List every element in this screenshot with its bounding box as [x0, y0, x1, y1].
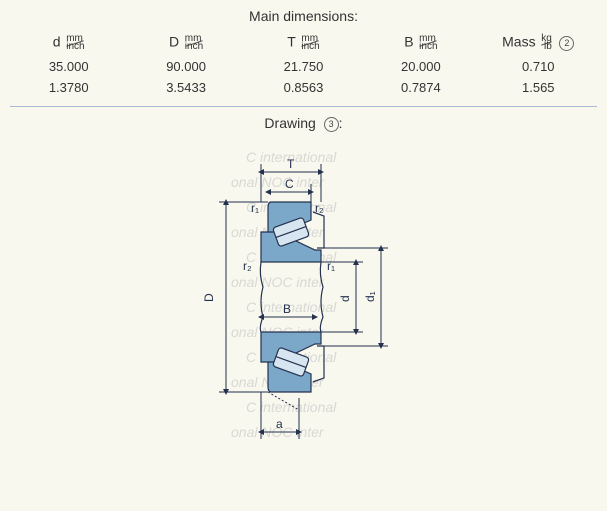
svg-text:T: T	[287, 157, 295, 171]
cell-d-mm: 35.000	[10, 56, 127, 77]
cell-B-inch: 0.7874	[362, 77, 479, 98]
section-divider	[10, 106, 597, 107]
footnote-3-icon: 3	[324, 117, 339, 132]
drawing-title: Drawing 3:	[10, 113, 597, 138]
cell-d-inch: 1.3780	[10, 77, 127, 98]
svg-text:onal NOC inter: onal NOC inter	[231, 274, 325, 290]
col-header-D: D mminch	[127, 30, 244, 56]
svg-text:d: d	[338, 295, 352, 302]
cell-D-mm: 90.000	[127, 56, 244, 77]
drawing-container: C international onal NOC inter C interna…	[10, 138, 597, 457]
svg-text:d₁: d₁	[363, 291, 377, 302]
svg-text:C: C	[285, 177, 294, 191]
cell-mass-lb: 1.565	[480, 77, 597, 98]
cell-T-inch: 0.8563	[245, 77, 362, 98]
label-r2-lower: r₂	[243, 259, 252, 273]
label-r1-lower: r₁	[327, 259, 335, 273]
col-header-mass: Mass kglb 2	[480, 30, 597, 56]
label-r1: r₁	[251, 201, 259, 215]
svg-text:B: B	[283, 302, 291, 316]
table-row-mm: 35.000 90.000 21.750 20.000 0.710	[10, 56, 597, 77]
cell-D-inch: 3.5433	[127, 77, 244, 98]
svg-text:D: D	[202, 293, 216, 302]
col-header-T: T mminch	[245, 30, 362, 56]
cell-mass-kg: 0.710	[480, 56, 597, 77]
footnote-2-icon: 2	[559, 36, 574, 51]
col-header-B: B mminch	[362, 30, 479, 56]
svg-text:a: a	[276, 417, 283, 431]
label-r2-upper: r₂	[315, 201, 324, 215]
svg-text:C international: C international	[246, 399, 337, 415]
cell-B-mm: 20.000	[362, 56, 479, 77]
main-dimensions-title: Main dimensions:	[10, 6, 597, 30]
dimensions-table: d mminch D mminch T mminch B mminch Mass…	[10, 30, 597, 98]
cell-T-mm: 21.750	[245, 56, 362, 77]
svg-text:C international: C international	[246, 299, 337, 315]
bearing-cross-section-svg: C international onal NOC inter C interna…	[191, 142, 416, 452]
table-header-row: d mminch D mminch T mminch B mminch Mass…	[10, 30, 597, 56]
table-row-inch: 1.3780 3.5433 0.8563 0.7874 1.565	[10, 77, 597, 98]
col-header-d: d mminch	[10, 30, 127, 56]
